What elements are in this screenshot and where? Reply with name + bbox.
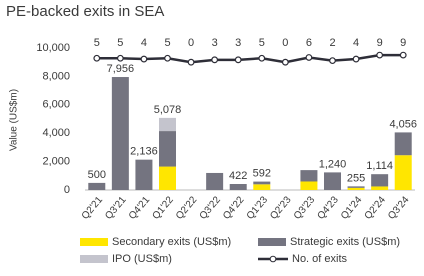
exits-point [305, 54, 313, 61]
exits-label: 2 [329, 37, 335, 49]
legend-swatch [80, 255, 108, 263]
exits-point [234, 56, 242, 64]
exits-point [258, 54, 266, 62]
x-tick-label: Q4'21 [127, 194, 153, 222]
x-tick-label: Q3'22 [198, 194, 224, 222]
exits-point [399, 51, 407, 59]
total-label: 2,136 [130, 146, 158, 158]
bar-segment [159, 131, 176, 167]
total-label: 1,240 [319, 158, 347, 170]
chart-title: PE-backed exits in SEA [6, 3, 164, 20]
x-tick-label: Q2'21 [80, 194, 106, 222]
bar-segment [229, 184, 247, 190]
bar-segment [88, 182, 106, 190]
exits-point [187, 58, 195, 66]
bar-segment [394, 155, 412, 190]
legend-label: IPO (US$m) [112, 253, 172, 265]
y-axis-label: Value (US$m) [9, 89, 20, 151]
legend-label: Secondary exits (US$m) [112, 236, 231, 248]
legend-marker [269, 255, 277, 263]
exits-label: 9 [400, 37, 406, 49]
x-tick-label: Q2'24 [363, 194, 389, 222]
bar-segment [300, 170, 318, 182]
x-tick-label: Q3'23 [292, 194, 318, 222]
bar-segment [371, 186, 389, 190]
bar-segment [159, 117, 176, 132]
x-tick-label: Q2'23 [268, 194, 294, 222]
y-tick-label: 2,000 [42, 156, 70, 168]
exits-label: 5 [164, 37, 170, 49]
total-label: 5,078 [154, 104, 182, 116]
bar-segment [135, 159, 153, 190]
exits-label: 3 [212, 37, 218, 49]
total-label: 592 [253, 167, 271, 179]
exits-point [211, 56, 219, 64]
x-tick-label: Q4'23 [315, 194, 341, 222]
legend-swatch [258, 238, 286, 246]
x-tick-label: Q3'24 [386, 194, 412, 222]
legend-label: Strategic exits (US$m) [290, 236, 400, 248]
bar-segment [206, 172, 224, 190]
exits-label: 5 [259, 37, 265, 49]
bar-segment [111, 77, 129, 190]
y-tick-label: 4,000 [42, 127, 70, 139]
exits-label: 5 [94, 37, 100, 49]
exits-point [352, 55, 360, 63]
exits-point [116, 54, 124, 62]
exits-point [140, 55, 148, 63]
exits-line [96, 53, 404, 64]
legend-label: No. of exits [292, 253, 348, 265]
bar-segment [347, 186, 365, 188]
exits-point [164, 54, 171, 62]
y-tick-label: 0 [64, 184, 70, 196]
bar-segment [394, 132, 412, 156]
exits-label: 9 [377, 37, 383, 49]
bar-segment [347, 187, 365, 190]
exits-point [376, 51, 384, 59]
exits-label: 0 [282, 37, 288, 49]
x-tick-label: Q1'24 [339, 194, 365, 222]
total-label: 1,114 [366, 160, 393, 172]
y-tick-label: 8,000 [42, 70, 70, 82]
total-label: 4,056 [389, 118, 417, 130]
bar-segment [371, 174, 389, 187]
exits-label: 4 [141, 37, 147, 49]
x-tick-label: Q2'22 [174, 194, 200, 222]
x-tick-label: Q1'23 [245, 194, 271, 222]
y-tick-label: 10,000 [36, 42, 70, 54]
exits-label: 4 [353, 37, 359, 49]
total-label: 500 [88, 169, 106, 181]
total-label: 255 [347, 172, 365, 184]
exits-label: 0 [188, 37, 194, 49]
exits-point [281, 58, 289, 66]
x-tick-label: Q4'22 [221, 194, 247, 222]
exits-point [93, 54, 101, 62]
bar-segment [253, 181, 271, 185]
bar-segment [159, 166, 176, 190]
bar-segment [324, 172, 341, 190]
legend-swatch [80, 238, 108, 246]
exits-point [329, 57, 336, 65]
exits-label: 5 [117, 37, 123, 49]
exits-label: 3 [235, 37, 241, 49]
total-label: 422 [229, 170, 247, 182]
bar-segment [300, 181, 318, 190]
x-tick-label: Q1'22 [150, 194, 176, 222]
total-label: 7,956 [107, 63, 135, 75]
exits-label: 6 [306, 37, 312, 49]
bar-segment [253, 184, 271, 190]
y-tick-label: 6,000 [42, 99, 70, 111]
x-tick-label: Q3'21 [103, 194, 129, 222]
